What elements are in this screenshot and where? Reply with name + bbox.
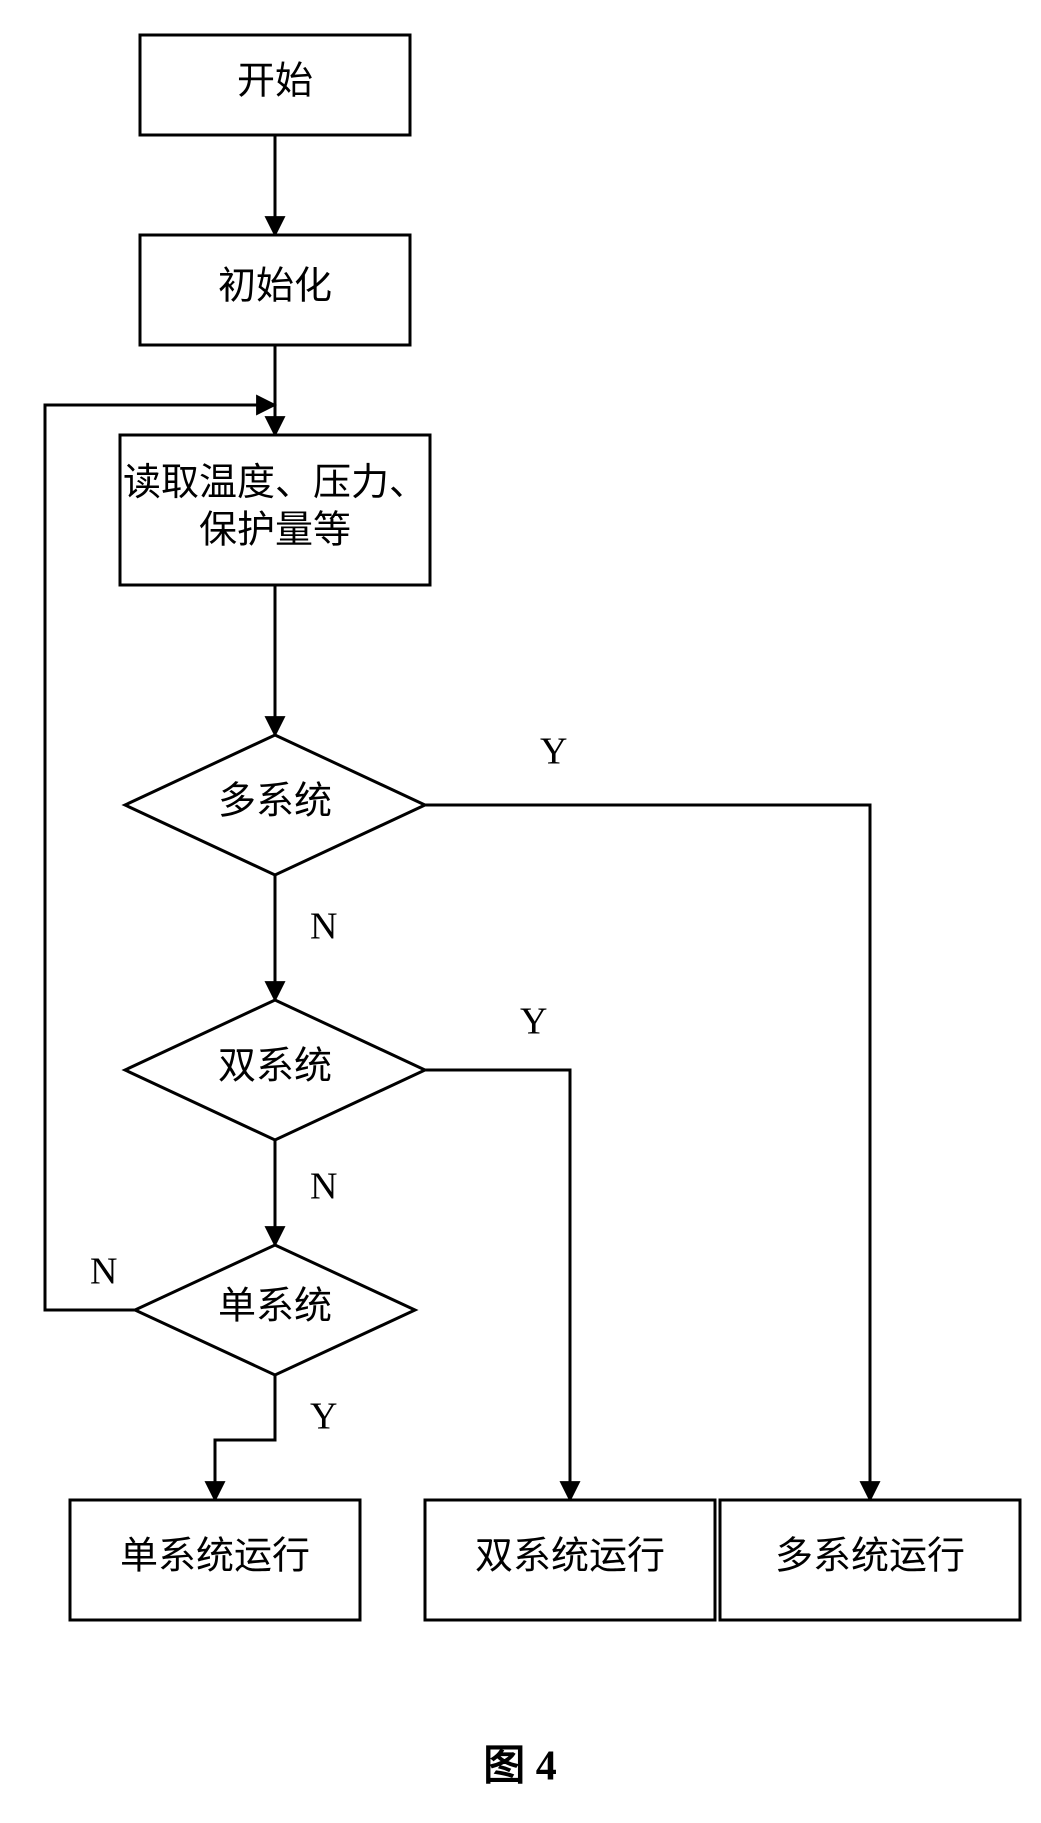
svg-text:单系统运行: 单系统运行 [120,1536,310,1578]
svg-text:多系统: 多系统 [218,781,332,823]
flowchart-edge-label: N [310,906,337,948]
svg-text:初始化: 初始化 [218,266,332,308]
flowchart-node-read: 读取温度、压力、保护量等 [120,435,430,585]
svg-text:多系统运行: 多系统运行 [775,1536,965,1578]
flowchart-node-init: 初始化 [140,235,410,345]
flowchart-edge-label: Y [520,1001,547,1043]
flowchart-edge [425,805,870,1500]
svg-text:读取温度、压力、: 读取温度、压力、 [123,462,427,504]
figure-caption: 图 4 [483,1744,557,1790]
svg-text:单系统: 单系统 [218,1286,332,1328]
flowchart-node-run_d: 双系统运行 [425,1500,715,1620]
svg-text:保护量等: 保护量等 [199,509,351,551]
flowchart-edge [215,1375,275,1500]
flowchart-node-dual: 双系统 [125,1000,425,1140]
flowchart-node-multi: 多系统 [125,735,425,875]
flowchart-edge-label: Y [310,1396,337,1438]
svg-text:双系统: 双系统 [218,1046,332,1088]
flowchart-edge [425,1070,570,1500]
flowchart-node-single: 单系统 [135,1245,415,1375]
svg-text:开始: 开始 [237,61,313,103]
flowchart-node-start: 开始 [140,35,410,135]
flowchart-node-run_m: 多系统运行 [720,1500,1020,1620]
flowchart-node-run_s: 单系统运行 [70,1500,360,1620]
flowchart-edge-label: Y [540,731,567,773]
flowchart-edge-label: N [310,1166,337,1208]
svg-text:双系统运行: 双系统运行 [475,1536,665,1578]
flowchart-edge-label: N [90,1251,117,1293]
